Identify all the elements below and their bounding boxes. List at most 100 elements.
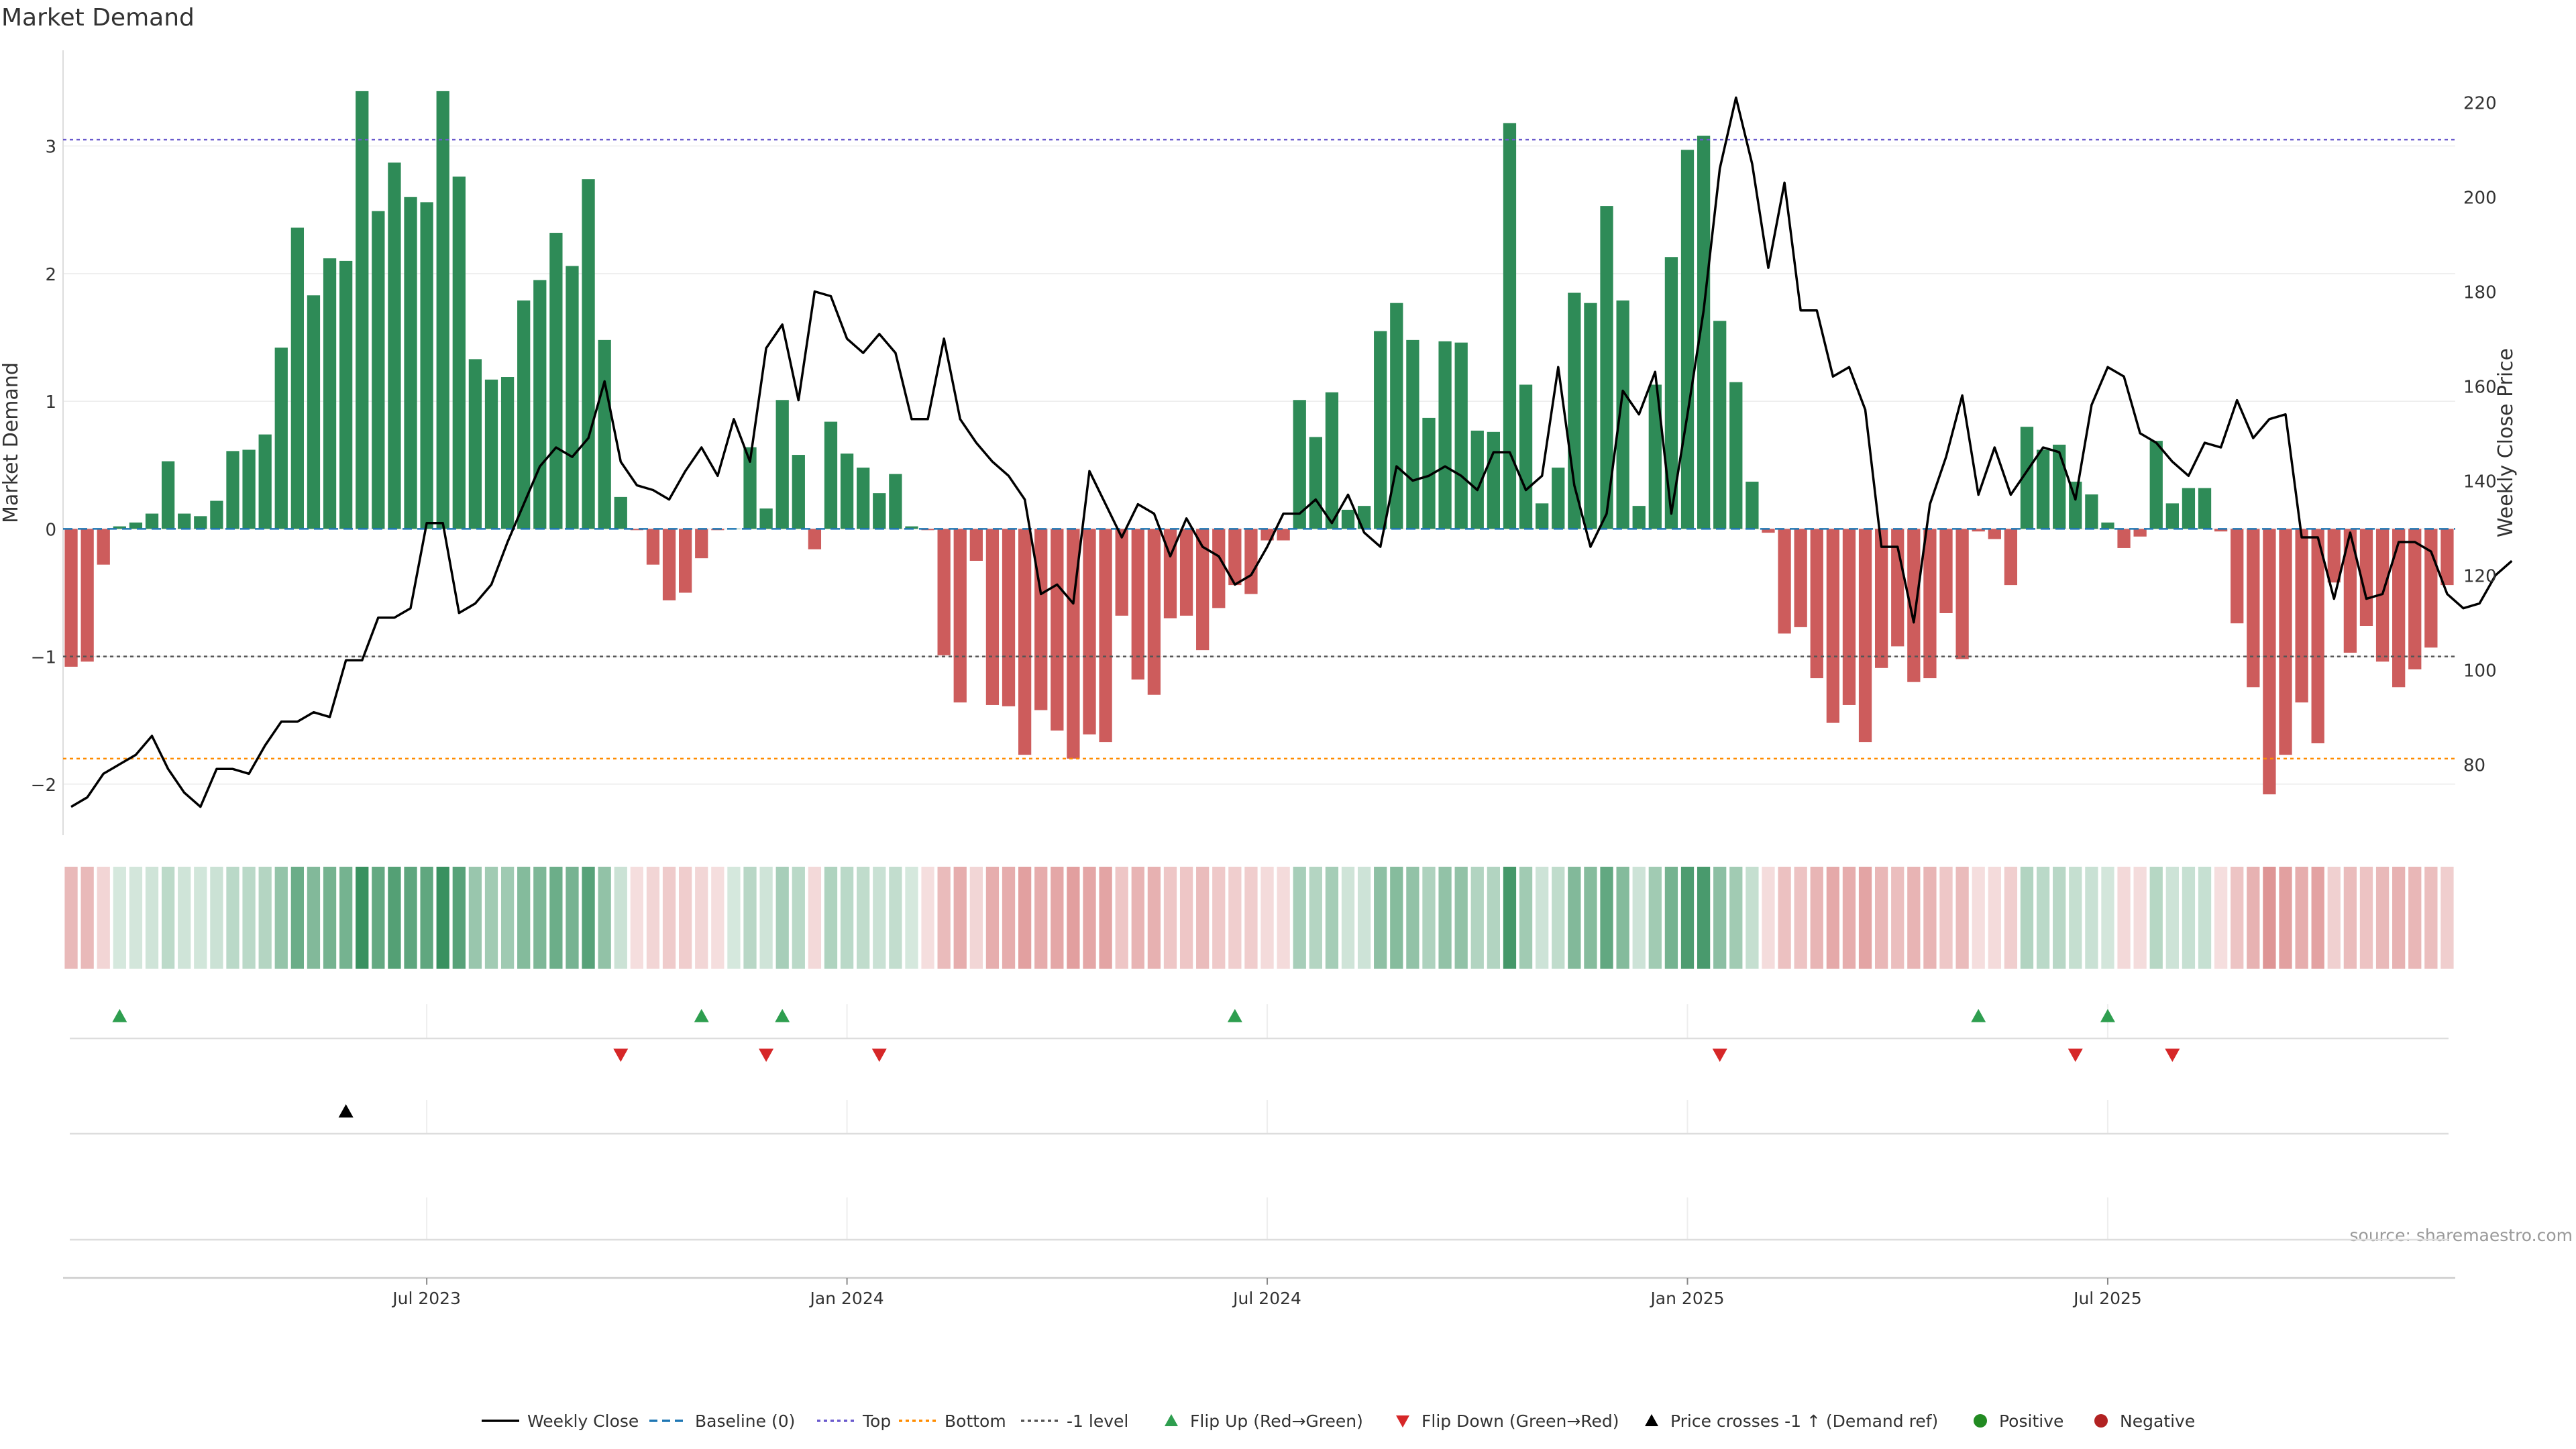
heat-cell — [759, 867, 773, 969]
positive-bar — [2036, 449, 2050, 529]
heat-cell — [1147, 867, 1161, 969]
heat-cell — [889, 867, 902, 969]
heat-cell — [500, 867, 515, 969]
y-tick-label: 2 — [45, 265, 56, 285]
heat-cell — [1002, 867, 1016, 969]
legend-label: Top — [862, 1411, 891, 1431]
legend-label: Flip Down (Green→Red) — [1421, 1411, 1619, 1431]
negative-bar — [1034, 529, 1048, 710]
legend-label: Weekly Close — [527, 1411, 639, 1431]
heat-cell — [339, 867, 353, 969]
heat-cell — [2231, 867, 2244, 969]
negative-bar — [64, 529, 78, 667]
negative-bar — [2359, 529, 2373, 626]
negative-bar — [2133, 529, 2147, 537]
positive-bar — [1422, 417, 1436, 529]
y2-tick-label: 100 — [2463, 661, 2497, 681]
positive-bar — [2198, 488, 2212, 529]
heat-cell — [1697, 867, 1711, 969]
heat-cell — [113, 867, 126, 969]
heat-cell — [258, 867, 272, 969]
heat-cell — [1083, 867, 1096, 969]
negative-bar — [1955, 529, 1969, 659]
heat-cell — [1568, 867, 1581, 969]
positive-bar — [1293, 400, 1306, 529]
negative-bar — [1810, 529, 1823, 678]
heat-cell — [388, 867, 401, 969]
heat-cell — [1131, 867, 1144, 969]
heat-cell — [1584, 867, 1597, 969]
positive-bar — [857, 468, 870, 529]
y-tick-label: −1 — [31, 648, 56, 668]
heat-cell — [97, 867, 110, 969]
positive-bar — [2165, 503, 2179, 529]
heat-cell — [1536, 867, 1549, 969]
heat-cell — [1875, 867, 1888, 969]
positive-bar — [2085, 494, 2098, 529]
heat-cell — [1648, 867, 1662, 969]
heat-cell — [808, 867, 822, 969]
positive-bar — [210, 500, 223, 529]
heat-cell — [840, 867, 854, 969]
heat-cell — [1212, 867, 1226, 969]
positive-bar — [1729, 382, 1743, 529]
negative-bar — [1988, 529, 2001, 539]
y-tick-label: 0 — [45, 520, 56, 540]
negative-bar — [1131, 529, 1144, 680]
heat-cell — [242, 867, 256, 969]
negative-bar — [1762, 529, 1775, 533]
flip-up-marker — [112, 1009, 127, 1022]
heat-cell — [1616, 867, 1629, 969]
y2-tick-label: 80 — [2463, 755, 2485, 775]
heat-cell — [1390, 867, 1403, 969]
positive-bar — [468, 359, 482, 529]
positive-bar — [1746, 482, 1759, 529]
heat-cell — [1729, 867, 1743, 969]
heat-cell — [1357, 867, 1371, 969]
flip-down-marker — [2165, 1049, 2180, 1062]
negative-bar — [1179, 529, 1193, 616]
heat-cell — [145, 867, 159, 969]
price-cross-marker — [338, 1104, 354, 1118]
heat-cell — [1858, 867, 1872, 969]
positive-bar — [404, 197, 417, 529]
heat-cell — [194, 867, 207, 969]
positive-bar — [1552, 468, 1565, 529]
negative-bar — [662, 529, 676, 600]
x-tick-label: Jul 2025 — [2072, 1289, 2142, 1308]
demand-bars — [64, 91, 2454, 795]
heat-cell — [1260, 867, 1274, 969]
negative-bar — [937, 529, 951, 655]
heat-cell — [1778, 867, 1791, 969]
heat-cell — [1680, 867, 1695, 969]
heat-cell — [1244, 867, 1258, 969]
heat-cell — [1341, 867, 1355, 969]
negative-bar — [969, 529, 983, 561]
heat-cell — [420, 867, 433, 969]
heat-cell — [1762, 867, 1775, 969]
heat-cell — [1842, 867, 1856, 969]
positive-bar — [598, 339, 611, 529]
heat-cell — [2069, 867, 2082, 969]
negative-bar — [97, 529, 110, 565]
heat-cell — [1179, 867, 1193, 969]
negative-bar — [2375, 529, 2390, 662]
positive-bar — [161, 461, 175, 529]
positive-bar — [1584, 303, 1597, 529]
negative-bar — [1826, 529, 1839, 723]
legend-label: Baseline (0) — [695, 1411, 795, 1431]
positive-bar — [307, 295, 321, 529]
heat-cell — [2117, 867, 2131, 969]
positive-bar — [889, 474, 902, 529]
positive-bar — [840, 453, 854, 529]
heat-cell — [1309, 867, 1322, 969]
heat-cell — [1923, 867, 1937, 969]
legend-label: Positive — [1999, 1411, 2063, 1431]
heat-cell — [1632, 867, 1646, 969]
x-tick-label: Jan 2025 — [1649, 1289, 1724, 1308]
event-panels — [70, 1004, 2449, 1241]
legend-label: Negative — [2120, 1411, 2195, 1431]
positive-bar — [1390, 303, 1403, 529]
legend-swatch-up — [1645, 1414, 1658, 1426]
